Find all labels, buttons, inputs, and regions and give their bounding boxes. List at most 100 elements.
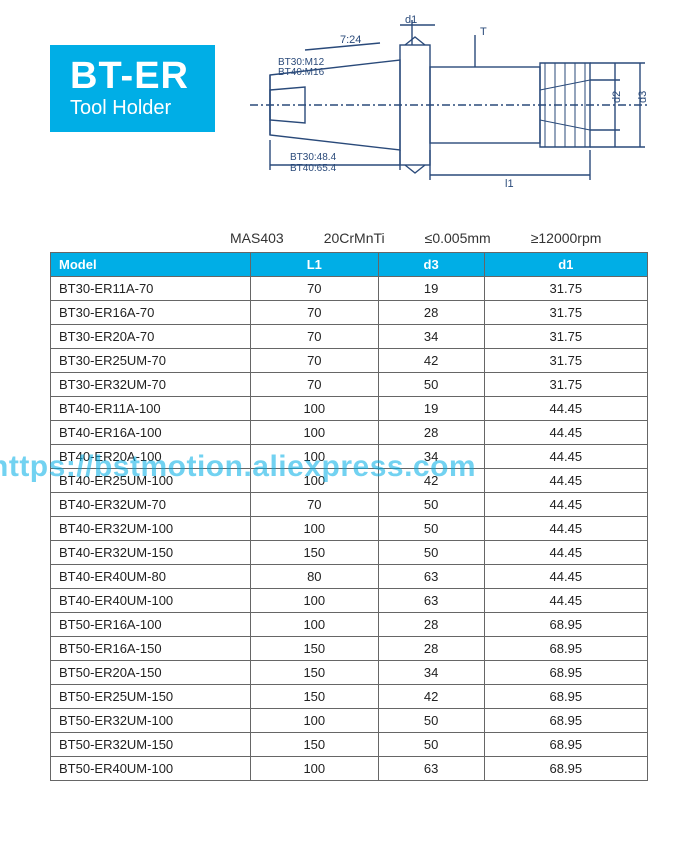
cell-value: 31.75	[484, 373, 647, 397]
cell-value: 150	[251, 541, 379, 565]
cell-model: BT40-ER25UM-100	[51, 469, 251, 493]
cell-model: BT50-ER20A-150	[51, 661, 251, 685]
cell-model: BT40-ER32UM-70	[51, 493, 251, 517]
col-model: Model	[51, 253, 251, 277]
diagram-label-taper: 7:24	[340, 34, 361, 46]
cell-value: 28	[378, 301, 484, 325]
cell-value: 44.45	[484, 589, 647, 613]
cell-value: 34	[378, 445, 484, 469]
cell-value: 70	[251, 493, 379, 517]
table-row: BT30-ER25UM-70704231.75	[51, 349, 648, 373]
cell-value: 19	[378, 397, 484, 421]
cell-value: 100	[251, 397, 379, 421]
cell-model: BT50-ER32UM-100	[51, 709, 251, 733]
col-d3: d3	[378, 253, 484, 277]
table-row: BT30-ER20A-70703431.75	[51, 325, 648, 349]
table-row: BT40-ER40UM-80806344.45	[51, 565, 648, 589]
diagram-label-T: T	[480, 26, 487, 38]
diagram-label-len1: BT30:48.4	[290, 152, 337, 163]
cell-value: 44.45	[484, 469, 647, 493]
table-row: BT40-ER16A-1001002844.45	[51, 421, 648, 445]
cell-value: 70	[251, 373, 379, 397]
cell-value: 70	[251, 301, 379, 325]
table-row: BT30-ER16A-70702831.75	[51, 301, 648, 325]
cell-value: 100	[251, 709, 379, 733]
cell-model: BT30-ER32UM-70	[51, 373, 251, 397]
cell-model: BT40-ER11A-100	[51, 397, 251, 421]
table-header-row: Model L1 d3 d1	[51, 253, 648, 277]
cell-value: 42	[378, 469, 484, 493]
cell-value: 28	[378, 421, 484, 445]
cell-value: 100	[251, 445, 379, 469]
cell-value: 150	[251, 733, 379, 757]
cell-value: 50	[378, 517, 484, 541]
diagram-label-thread2: BT40:M16	[278, 67, 325, 78]
cell-value: 68.95	[484, 637, 647, 661]
table-row: BT40-ER11A-1001001944.45	[51, 397, 648, 421]
cell-model: BT40-ER40UM-80	[51, 565, 251, 589]
cell-value: 42	[378, 349, 484, 373]
cell-value: 68.95	[484, 685, 647, 709]
cell-model: BT50-ER32UM-150	[51, 733, 251, 757]
cell-value: 50	[378, 541, 484, 565]
cell-value: 68.95	[484, 733, 647, 757]
cell-model: BT40-ER32UM-100	[51, 517, 251, 541]
cell-value: 44.45	[484, 541, 647, 565]
cell-value: 63	[378, 589, 484, 613]
title-main: BT-ER	[70, 57, 195, 95]
cell-value: 68.95	[484, 757, 647, 781]
diagram-label-d2: d2	[611, 91, 623, 103]
table-row: BT50-ER16A-1001002868.95	[51, 613, 648, 637]
cell-model: BT40-ER20A-100	[51, 445, 251, 469]
cell-value: 100	[251, 469, 379, 493]
cell-value: 68.95	[484, 661, 647, 685]
cell-value: 31.75	[484, 277, 647, 301]
cell-model: BT40-ER40UM-100	[51, 589, 251, 613]
table-row: BT40-ER40UM-1001006344.45	[51, 589, 648, 613]
table-row: BT50-ER16A-1501502868.95	[51, 637, 648, 661]
col-d1: d1	[484, 253, 647, 277]
cell-value: 70	[251, 277, 379, 301]
title-sub: Tool Holder	[70, 97, 195, 120]
cell-value: 100	[251, 421, 379, 445]
cell-value: 31.75	[484, 349, 647, 373]
title-badge: BT-ER Tool Holder	[50, 45, 215, 132]
cell-model: BT30-ER25UM-70	[51, 349, 251, 373]
cell-value: 100	[251, 517, 379, 541]
tool-holder-diagram: 7:24 BT30:M12 BT40:M16 BT30:48.4 BT40:65…	[250, 15, 650, 195]
cell-value: 100	[251, 589, 379, 613]
spec-material: 20CrMnTi	[324, 230, 385, 246]
cell-value: 68.95	[484, 613, 647, 637]
cell-value: 31.75	[484, 325, 647, 349]
spec-runout: ≤0.005mm	[425, 230, 491, 246]
table-row: BT50-ER32UM-1501505068.95	[51, 733, 648, 757]
diagram-label-l1: l1	[505, 178, 514, 190]
header-area: BT-ER Tool Holder	[0, 0, 698, 200]
spec-standard: MAS403	[230, 230, 284, 246]
cell-value: 70	[251, 325, 379, 349]
cell-model: BT30-ER11A-70	[51, 277, 251, 301]
cell-value: 50	[378, 709, 484, 733]
table-row: BT40-ER20A-1001003444.45	[51, 445, 648, 469]
table-row: BT40-ER32UM-70705044.45	[51, 493, 648, 517]
diagram-label-len2: BT40:65.4	[290, 163, 337, 174]
cell-value: 150	[251, 637, 379, 661]
spec-table: Model L1 d3 d1 BT30-ER11A-70701931.75BT3…	[50, 252, 648, 781]
cell-model: BT50-ER16A-100	[51, 613, 251, 637]
cell-value: 150	[251, 661, 379, 685]
cell-value: 44.45	[484, 445, 647, 469]
cell-model: BT40-ER32UM-150	[51, 541, 251, 565]
cell-value: 68.95	[484, 709, 647, 733]
spec-row: MAS403 20CrMnTi ≤0.005mm ≥12000rpm	[0, 230, 698, 246]
table-row: BT30-ER32UM-70705031.75	[51, 373, 648, 397]
cell-value: 19	[378, 277, 484, 301]
cell-value: 150	[251, 685, 379, 709]
table-row: BT50-ER25UM-1501504268.95	[51, 685, 648, 709]
table-row: BT50-ER20A-1501503468.95	[51, 661, 648, 685]
cell-model: BT30-ER16A-70	[51, 301, 251, 325]
cell-value: 63	[378, 757, 484, 781]
table-row: BT50-ER32UM-1001005068.95	[51, 709, 648, 733]
cell-model: BT40-ER16A-100	[51, 421, 251, 445]
cell-model: BT50-ER16A-150	[51, 637, 251, 661]
cell-model: BT50-ER25UM-150	[51, 685, 251, 709]
